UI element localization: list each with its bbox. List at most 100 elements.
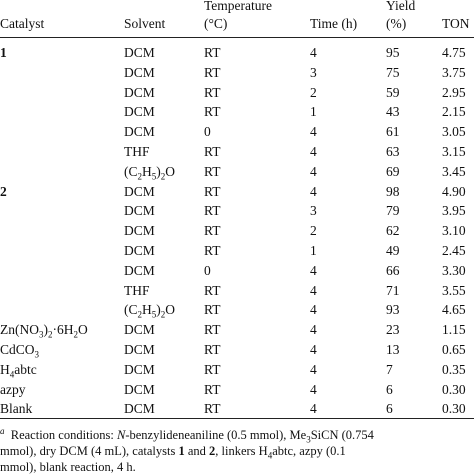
ton-cell: 0.30 <box>442 381 466 397</box>
temperature-cell: RT <box>204 361 221 377</box>
solvent-cell: DCM <box>124 342 155 357</box>
solvent-cell: DCM <box>124 262 155 278</box>
ton-cell: 0.65 <box>442 342 466 357</box>
header-catalyst: Catalyst <box>0 16 45 31</box>
yield-cell: 95 <box>386 45 400 60</box>
time-cell: 1 <box>310 243 317 258</box>
ton-cell: 3.10 <box>442 223 466 239</box>
catalyst-cell: Blank <box>0 401 33 417</box>
footnote-line1: a Reaction conditions: N-benzylideneanil… <box>0 426 374 445</box>
yield-cell: 79 <box>386 203 400 219</box>
ton-cell: 2.15 <box>442 104 466 120</box>
ton-cell: 3.55 <box>442 282 466 298</box>
yield-cell: 61 <box>386 124 400 140</box>
footnote-line3: mmol), blank reaction, 4 h. <box>0 460 136 474</box>
ton-cell: 1.15 <box>442 322 466 338</box>
time-cell: 2 <box>310 223 317 239</box>
header-rule <box>0 37 474 38</box>
time-cell: 4 <box>310 381 317 397</box>
header-temperature-line2: (°C) <box>204 16 228 31</box>
header-yield-line2: (%) <box>386 16 407 31</box>
solvent-cell: DCM <box>124 322 155 338</box>
yield-cell: 63 <box>386 144 400 159</box>
ton-cell: 3.30 <box>442 262 466 278</box>
ton-cell: 3.75 <box>442 64 466 80</box>
temperature-cell: RT <box>204 381 221 397</box>
temperature-cell: RT <box>204 223 221 239</box>
temperature-cell: 0 <box>204 124 211 140</box>
temperature-cell: RT <box>204 45 221 60</box>
temperature-cell: RT <box>204 144 221 159</box>
time-cell: 4 <box>310 322 317 338</box>
catalyst-cell: 1 <box>0 45 7 60</box>
yield-cell: 23 <box>386 322 400 338</box>
time-cell: 4 <box>310 342 317 357</box>
time-cell: 4 <box>310 262 317 278</box>
temperature-cell: RT <box>204 243 221 258</box>
time-cell: 4 <box>310 282 317 298</box>
solvent-cell: THF <box>124 282 150 298</box>
solvent-cell: DCM <box>124 64 155 80</box>
ton-cell: 4.90 <box>442 183 466 199</box>
time-cell: 4 <box>310 45 317 60</box>
yield-cell: 71 <box>386 282 400 298</box>
temperature-cell: RT <box>204 163 221 179</box>
yield-cell: 62 <box>386 223 400 239</box>
catalyst-cell: H4abtc <box>0 361 37 380</box>
solvent-cell: DCM <box>124 401 155 417</box>
temperature-cell: RT <box>204 322 221 338</box>
ton-cell: 2.45 <box>442 243 466 258</box>
ton-cell: 3.45 <box>442 163 466 179</box>
solvent-cell: DCM <box>124 223 155 239</box>
yield-cell: 43 <box>386 104 400 120</box>
ton-cell: 0.30 <box>442 401 466 417</box>
catalyst-cell: Zn(NO3)2·6H2O <box>0 322 88 340</box>
ton-cell: 4.65 <box>442 302 466 318</box>
yield-cell: 49 <box>386 243 400 258</box>
yield-cell: 66 <box>386 262 400 278</box>
temperature-cell: RT <box>204 183 221 199</box>
bottom-rule <box>0 418 474 419</box>
time-cell: 4 <box>310 361 317 377</box>
ton-cell: 2.95 <box>442 84 466 100</box>
yield-cell: 69 <box>386 163 400 179</box>
solvent-cell: DCM <box>124 45 155 60</box>
time-cell: 4 <box>310 302 317 318</box>
yield-cell: 13 <box>386 342 400 357</box>
time-cell: 3 <box>310 64 317 80</box>
temperature-cell: RT <box>204 401 221 417</box>
footnote-line2: mmol), dry DCM (4 mL), catalysts 1 and 2… <box>0 443 346 460</box>
time-cell: 4 <box>310 144 317 159</box>
time-cell: 4 <box>310 124 317 140</box>
temperature-cell: RT <box>204 64 221 80</box>
time-cell: 4 <box>310 163 317 179</box>
temperature-cell: RT <box>204 282 221 298</box>
time-cell: 4 <box>310 183 317 199</box>
ton-cell: 3.15 <box>442 144 466 159</box>
catalyst-cell: CdCO3 <box>0 342 40 360</box>
header-ton: TON <box>442 16 470 31</box>
ton-cell: 3.05 <box>442 124 466 140</box>
ton-cell: 0.35 <box>442 361 466 377</box>
yield-cell: 59 <box>386 84 400 100</box>
temperature-cell: RT <box>204 84 221 100</box>
solvent-cell: DCM <box>124 243 155 258</box>
time-cell: 3 <box>310 203 317 219</box>
header-temperature-line1: Temperature <box>204 0 273 13</box>
yield-cell: 75 <box>386 64 400 80</box>
header-solvent: Solvent <box>124 16 166 31</box>
solvent-cell: DCM <box>124 183 155 199</box>
header-yield-line1: Yield <box>386 0 416 13</box>
solvent-cell: (C2H5)2O <box>124 163 175 182</box>
footnote-text-1: Reaction conditions: N-benzylideneanilin… <box>7 428 374 445</box>
ton-cell: 4.75 <box>442 45 466 60</box>
yield-cell: 6 <box>386 401 393 417</box>
catalyst-cell: azpy <box>0 381 26 397</box>
solvent-cell: DCM <box>124 104 155 120</box>
solvent-cell: (C2H5)2O <box>124 302 175 321</box>
solvent-cell: DCM <box>124 124 155 140</box>
yield-cell: 98 <box>386 183 400 199</box>
temperature-cell: RT <box>204 302 221 318</box>
yield-cell: 93 <box>386 302 400 318</box>
